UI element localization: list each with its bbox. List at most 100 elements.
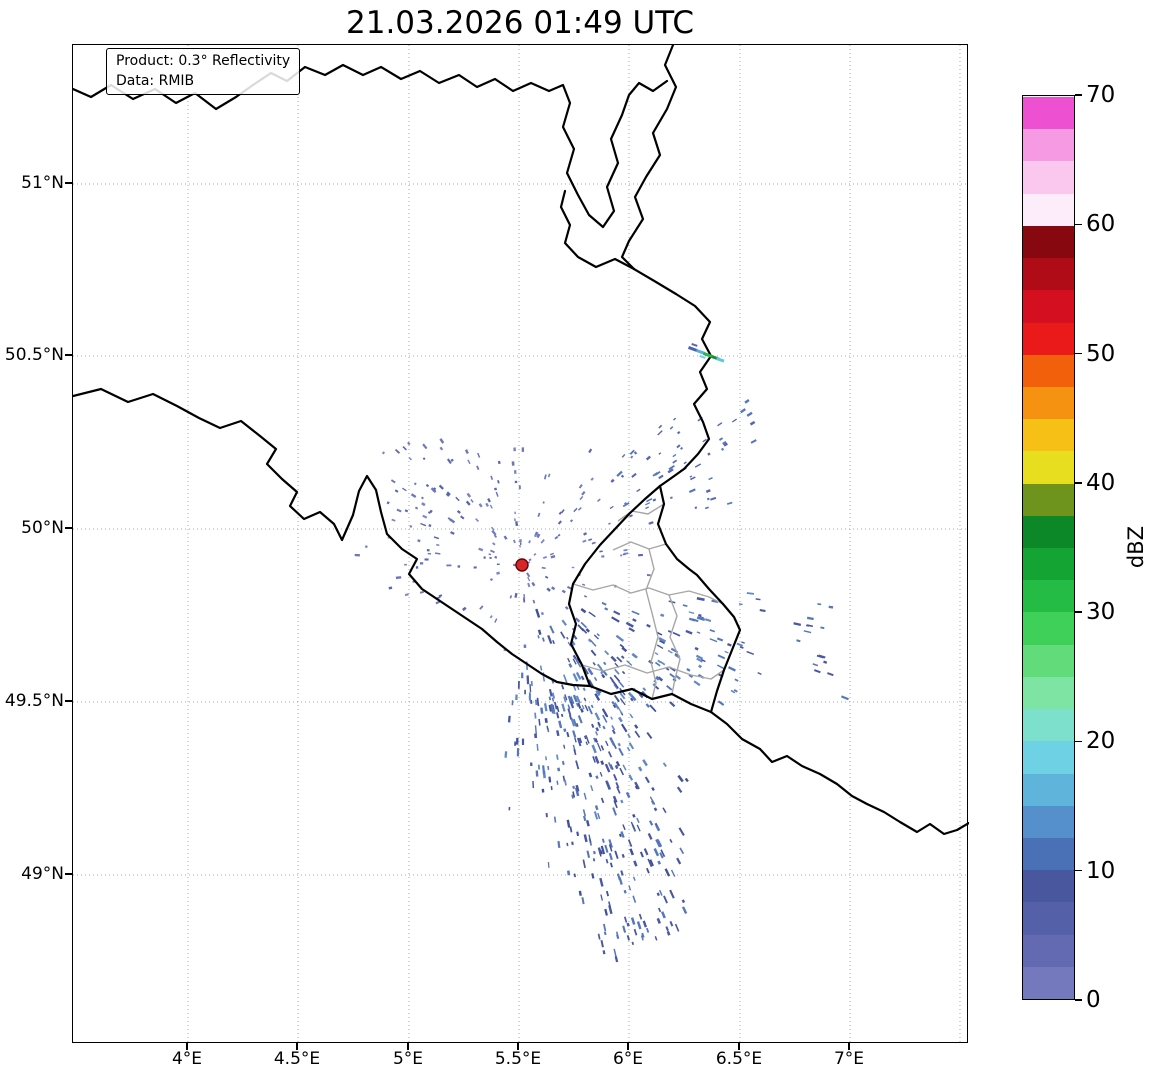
colorbar-segment <box>1023 354 1074 387</box>
radar-echo <box>581 897 585 905</box>
radar-echo <box>537 764 541 770</box>
radar-echo <box>649 859 654 867</box>
radar-echo <box>386 501 390 505</box>
colorbar-segment <box>1023 644 1074 677</box>
radar-echo <box>526 572 531 578</box>
radar-echo <box>575 695 581 704</box>
radar-echo <box>408 457 413 461</box>
radar-echo <box>557 520 562 525</box>
radar-echo <box>580 708 584 713</box>
radar-echo <box>662 807 667 814</box>
radar-echo <box>595 775 599 780</box>
radar-echo <box>365 545 368 548</box>
radar-echo <box>539 665 543 671</box>
national-border <box>709 710 969 836</box>
radar-echo <box>631 653 637 659</box>
radar-echo <box>538 718 541 726</box>
radar-echo <box>609 676 614 682</box>
radar-echo <box>580 675 585 681</box>
radar-echo <box>438 594 443 598</box>
radar-echo <box>447 517 454 522</box>
radar-echo <box>573 718 578 727</box>
lon-tick-mark <box>848 1043 850 1050</box>
radar-echo <box>649 521 654 525</box>
lon-tick-mark <box>738 1043 740 1050</box>
radar-echo <box>622 925 627 933</box>
radar-echo <box>514 480 518 484</box>
radar-echo <box>546 587 551 592</box>
radar-echo <box>560 509 565 514</box>
radar-echo <box>690 476 696 481</box>
radar-echo <box>413 482 417 486</box>
radar-echo <box>638 693 644 699</box>
radar-echo <box>426 558 429 561</box>
radar-echo <box>629 514 633 518</box>
radar-echo <box>817 603 822 606</box>
radar-echo <box>583 532 588 536</box>
radar-echo <box>541 566 546 570</box>
radar-echo <box>493 534 498 538</box>
radar-echo <box>610 478 615 483</box>
radar-echo <box>521 447 525 452</box>
radar-echo <box>613 610 621 616</box>
radar-echo <box>425 483 430 488</box>
radar-echo <box>581 490 586 496</box>
radar-echo <box>477 452 481 458</box>
radar-echo <box>632 876 636 881</box>
radar-echo <box>667 649 673 654</box>
radar-echo <box>513 447 517 452</box>
radar-echo <box>592 661 596 666</box>
radar-echo <box>516 737 519 745</box>
radar-echo <box>620 870 624 876</box>
radar-echo <box>645 703 650 708</box>
national-border <box>588 684 713 714</box>
radar-echo <box>394 448 401 454</box>
radar-echo <box>536 697 540 707</box>
radar-echo <box>622 764 627 771</box>
radar-echo <box>646 498 653 503</box>
radar-echo <box>646 927 650 933</box>
radar-echo <box>604 763 611 773</box>
radar-echo <box>625 791 631 799</box>
radar-echo <box>744 398 750 404</box>
radar-echo-layer <box>354 398 849 963</box>
radar-echo <box>642 687 647 692</box>
radar-echo <box>613 948 617 957</box>
radar-echo <box>496 563 500 566</box>
radar-echo <box>554 535 559 540</box>
radar-echo <box>668 464 675 471</box>
radar-echo <box>622 824 626 831</box>
radar-echo <box>415 566 419 569</box>
radar-echo <box>542 676 546 682</box>
colorbar-tick-label: 30 <box>1086 599 1116 626</box>
colorbar-tick-mark <box>1075 740 1082 743</box>
radar-echo <box>616 786 621 794</box>
radar-echo <box>566 870 571 876</box>
radar-echo <box>492 542 496 546</box>
radar-echo <box>759 608 766 613</box>
radar-echo <box>568 714 573 720</box>
radar-echo <box>734 678 739 682</box>
radar-echo <box>547 634 553 645</box>
radar-echo <box>564 694 568 701</box>
radar-echo <box>593 676 598 682</box>
radar-echo <box>828 605 834 609</box>
radar-echo <box>681 899 686 904</box>
radar-echo <box>636 817 640 824</box>
radar-echo <box>557 767 561 772</box>
radar-echo <box>692 618 699 623</box>
radar-echo <box>620 723 628 733</box>
radar-echo <box>601 674 606 679</box>
radar-echo <box>421 502 426 507</box>
radar-echo <box>402 487 407 492</box>
radar-echo <box>404 593 409 597</box>
radar-echo <box>685 629 693 635</box>
radar-echo <box>523 644 527 648</box>
radar-echo <box>561 589 566 594</box>
radar-echo <box>705 489 711 493</box>
radar-echo <box>623 889 627 894</box>
radar-echo <box>567 704 571 710</box>
radar-echo <box>599 877 604 887</box>
radar-echo <box>545 756 548 761</box>
radar-echo <box>487 498 491 503</box>
